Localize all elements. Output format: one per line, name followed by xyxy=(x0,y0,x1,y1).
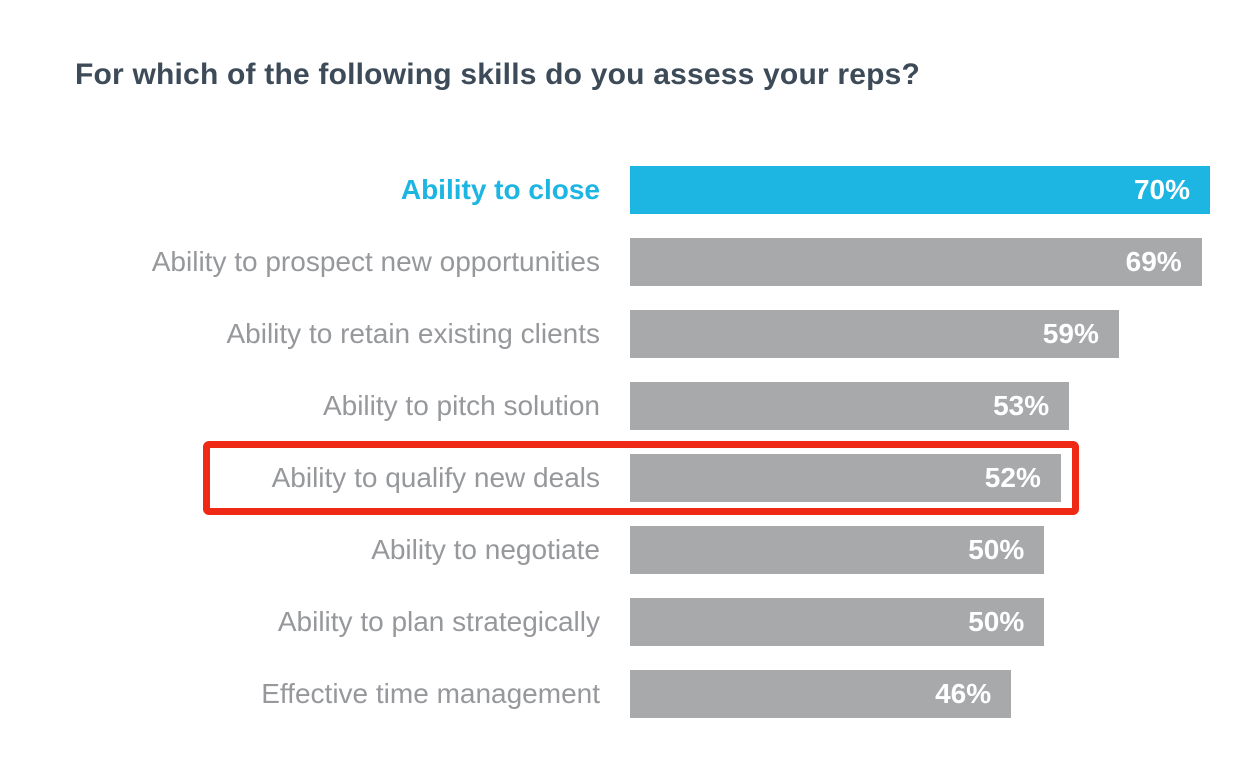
bar-track: 53% xyxy=(630,382,1210,430)
bar-chart: Ability to close 70% Ability to prospect… xyxy=(0,166,1244,742)
bar-value: 52% xyxy=(984,462,1041,493)
bar-label: Ability to retain existing clients xyxy=(226,318,600,349)
bar-value: 70% xyxy=(1133,174,1190,205)
chart-row: Ability to close 70% xyxy=(0,166,1244,214)
chart-row: Ability to prospect new opportunities 69… xyxy=(0,238,1244,286)
chart-title: For which of the following skills do you… xyxy=(75,58,921,91)
bar-label: Ability to qualify new deals xyxy=(271,462,600,493)
chart-row: Ability to retain existing clients 59% xyxy=(0,310,1244,358)
bar: 53% xyxy=(630,382,1070,430)
bar: 70% xyxy=(630,166,1210,214)
chart-row: Ability to negotiate 50% xyxy=(0,526,1244,574)
bar-label: Ability to pitch solution xyxy=(322,390,600,421)
bar-value: 69% xyxy=(1125,246,1182,277)
bar-value: 59% xyxy=(1042,318,1099,349)
bar: 69% xyxy=(630,238,1202,286)
bar-track: 52% xyxy=(630,454,1210,502)
bar: 50% xyxy=(630,598,1045,646)
bar-value: 53% xyxy=(993,390,1050,421)
bar-label: Ability to prospect new opportunities xyxy=(151,246,600,277)
bar-track: 50% xyxy=(630,526,1210,574)
bar-track: 70% xyxy=(630,166,1210,214)
bar: 59% xyxy=(630,310,1119,358)
bar: 52% xyxy=(630,454,1061,502)
chart-row: Ability to plan strategically 50% xyxy=(0,598,1244,646)
chart-row: Ability to qualify new deals 52% xyxy=(0,454,1244,502)
bar-label: Ability to negotiate xyxy=(371,534,600,565)
bar-value: 46% xyxy=(935,678,992,709)
bar-label: Effective time management xyxy=(261,678,600,709)
bar-track: 59% xyxy=(630,310,1210,358)
bar: 50% xyxy=(630,526,1045,574)
bar-value: 50% xyxy=(968,606,1025,637)
bar-label: Ability to close xyxy=(400,174,600,205)
bar-label: Ability to plan strategically xyxy=(277,606,600,637)
bar-track: 46% xyxy=(630,670,1210,718)
bar: 46% xyxy=(630,670,1012,718)
chart-row: Effective time management 46% xyxy=(0,670,1244,718)
bar-value: 50% xyxy=(968,534,1025,565)
bar-track: 50% xyxy=(630,598,1210,646)
chart-row: Ability to pitch solution 53% xyxy=(0,382,1244,430)
bar-track: 69% xyxy=(630,238,1210,286)
